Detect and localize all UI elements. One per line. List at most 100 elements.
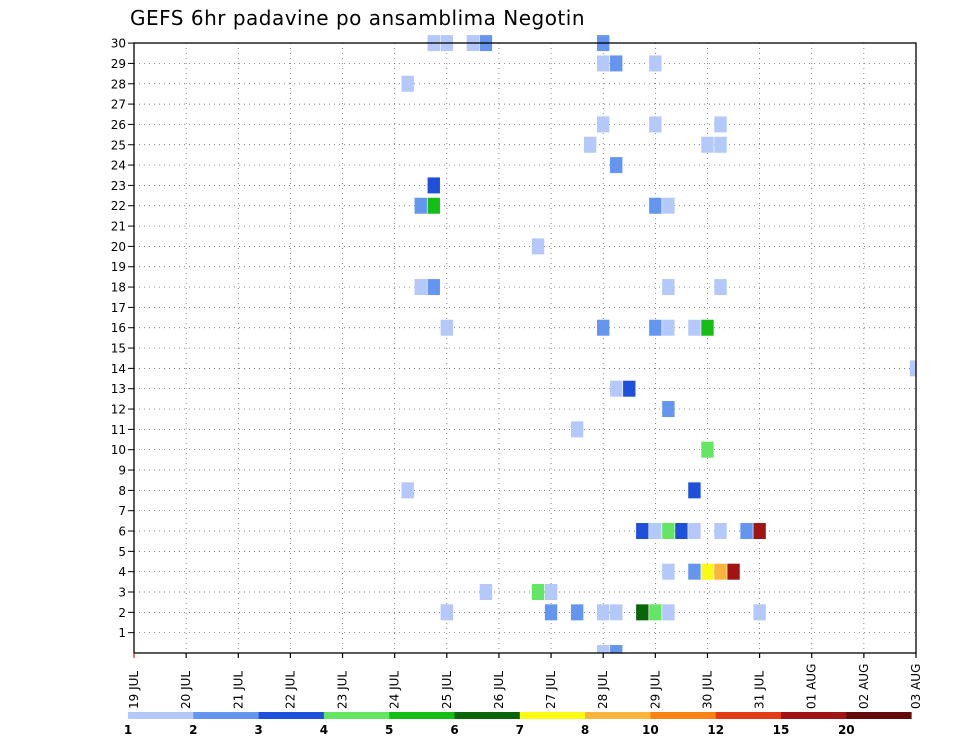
heatmap-cell xyxy=(714,564,726,580)
heatmap-cell xyxy=(753,523,765,539)
y-tick-label: 7 xyxy=(118,504,126,518)
x-tick-label: 03 AUG xyxy=(909,664,923,709)
x-tick-label: 28 JUL xyxy=(596,671,610,709)
y-tick-label: 4 xyxy=(118,565,126,579)
heatmap-cell xyxy=(649,523,661,539)
heatmap-cell xyxy=(753,604,765,620)
x-tick-label: 22 JUL xyxy=(283,671,297,709)
x-tick-label: 30 JUL xyxy=(700,671,714,709)
y-tick-label: 16 xyxy=(111,321,126,335)
x-tick-label: 20 JUL xyxy=(179,671,193,709)
y-tick-label: 30 xyxy=(111,37,126,51)
heatmap-cell xyxy=(480,584,492,600)
heatmap-cell xyxy=(597,320,609,336)
y-tick-label: 8 xyxy=(118,484,126,498)
y-tick-label: 21 xyxy=(111,220,126,234)
x-tick-label: 29 JUL xyxy=(648,671,662,709)
heatmap-cell xyxy=(649,116,661,132)
y-tick-label: 3 xyxy=(118,586,126,600)
x-tick-label: 21 JUL xyxy=(231,671,245,709)
y-tick-label: 29 xyxy=(111,57,126,71)
heatmap-cell xyxy=(597,604,609,620)
y-tick-label: 17 xyxy=(111,301,126,315)
heatmap-cell xyxy=(701,320,713,336)
legend-color-swatch xyxy=(455,712,521,719)
legend-label: 2 xyxy=(189,723,197,737)
legend-label: 7 xyxy=(516,723,524,737)
heatmap-cell xyxy=(662,401,674,417)
y-tick-label: 2 xyxy=(118,606,126,620)
legend-label: 15 xyxy=(773,723,790,737)
heatmap-cell xyxy=(623,381,635,397)
legend-label: 12 xyxy=(707,723,724,737)
legend-color-swatch xyxy=(324,712,390,719)
heatmap-cell xyxy=(415,279,427,295)
heatmap-cell xyxy=(701,137,713,153)
legend-label: 6 xyxy=(450,723,458,737)
heatmap-cell xyxy=(740,523,752,539)
heatmap-cell xyxy=(649,320,661,336)
legend-label: 4 xyxy=(320,723,328,737)
heatmap-cell xyxy=(545,584,557,600)
legend-label: 8 xyxy=(581,723,589,737)
legend-label: 20 xyxy=(838,723,855,737)
legend-label: 3 xyxy=(254,723,262,737)
y-tick-label: 23 xyxy=(111,179,126,193)
y-tick-label: 5 xyxy=(118,545,126,559)
legend-color-swatch xyxy=(650,712,716,719)
heatmap-cell xyxy=(688,482,700,498)
heatmap-cell xyxy=(428,198,440,214)
heatmap-cell xyxy=(688,320,700,336)
y-tick-label: 13 xyxy=(111,382,126,396)
heatmap-cell xyxy=(441,604,453,620)
heatmap-cell xyxy=(649,55,661,71)
heatmap-cell xyxy=(545,604,557,620)
heatmap-cell xyxy=(610,604,622,620)
plot-right-mask xyxy=(917,0,960,690)
legend-label: 10 xyxy=(642,723,659,737)
y-tick-label: 18 xyxy=(111,281,126,295)
y-tick-label: 24 xyxy=(111,159,126,173)
legend-color-swatch xyxy=(128,712,194,719)
heatmap-cell xyxy=(662,279,674,295)
y-tick-label: 10 xyxy=(111,443,126,457)
x-tick-label: 24 JUL xyxy=(388,671,402,709)
y-tick-label: 22 xyxy=(111,199,126,213)
y-tick-label: 15 xyxy=(111,342,126,356)
legend-color-swatch xyxy=(389,712,455,719)
legend-color-swatch xyxy=(259,712,325,719)
heatmap-cell xyxy=(584,137,596,153)
heatmap-cell xyxy=(701,442,713,458)
x-tick-label: 01 AUG xyxy=(805,664,819,709)
legend-color-swatch xyxy=(585,712,651,719)
heatmap-cell xyxy=(714,116,726,132)
y-tick-label: 9 xyxy=(118,464,126,478)
heatmap-cell xyxy=(662,523,674,539)
legend-color-swatch xyxy=(193,712,259,719)
legend-label: 5 xyxy=(385,723,393,737)
x-tick-label: 23 JUL xyxy=(336,671,350,709)
heatmap-cell xyxy=(688,564,700,580)
heatmap-cell xyxy=(714,523,726,539)
y-tick-label: 12 xyxy=(111,403,126,417)
x-tick-label: 19 JUL xyxy=(127,671,141,709)
x-tick-label: 27 JUL xyxy=(544,671,558,709)
heatmap-cell xyxy=(636,523,648,539)
heatmap-cell xyxy=(662,198,674,214)
heatmap-cell xyxy=(727,564,739,580)
y-tick-label: 19 xyxy=(111,260,126,274)
x-tick-label: 26 JUL xyxy=(492,671,506,709)
y-tick-label: 26 xyxy=(111,118,126,132)
heatmap-cell xyxy=(571,604,583,620)
chart-title: GEFS 6hr padavine po ansamblima Negotin xyxy=(130,6,585,30)
y-tick-label: 20 xyxy=(111,240,126,254)
heatmap-cell xyxy=(441,320,453,336)
heatmap-cell xyxy=(649,604,661,620)
heatmap-cell xyxy=(571,421,583,437)
heatmap-cell xyxy=(597,55,609,71)
heatmap-cell xyxy=(701,564,713,580)
legend-color-swatch xyxy=(846,712,911,719)
heatmap-cell xyxy=(649,198,661,214)
legend-color-swatch xyxy=(781,712,847,719)
